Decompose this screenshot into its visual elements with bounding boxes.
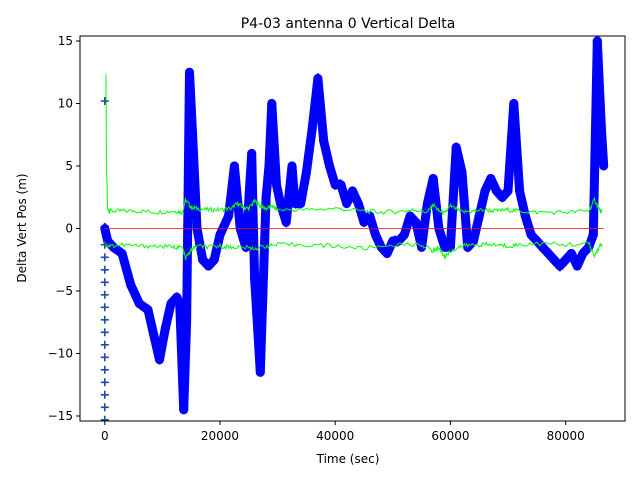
delta-trace-segment — [267, 99, 281, 190]
series-lower-sigma — [105, 241, 603, 260]
x-tick-label: 20000 — [201, 429, 239, 443]
y-tick-label: 15 — [58, 34, 73, 48]
x-axis-label: Time (sec) — [316, 452, 380, 466]
initial-sample-marker — [100, 415, 109, 421]
delta-trace-segment — [188, 136, 202, 233]
delta-trace-segment — [457, 167, 473, 252]
initial-sample-marker — [100, 315, 109, 324]
initial-sample-marker — [100, 240, 109, 249]
initial-sample-marker — [100, 265, 109, 274]
delta-trace-segment — [301, 124, 317, 177]
y-tick-label: 10 — [58, 97, 73, 111]
delta-trace-segment — [417, 199, 432, 252]
initial-sample-marker — [100, 290, 109, 299]
x-axis: 0 20000 40000 60000 80000 — [101, 421, 585, 443]
x-tick-label: 40000 — [316, 429, 354, 443]
delta-trace-segment — [192, 224, 208, 265]
y-tick-label: −5 — [55, 284, 73, 298]
initial-sample-marker — [100, 97, 109, 105]
series-initial-samples — [100, 97, 109, 421]
x-tick-label: 0 — [101, 429, 109, 443]
delta-trace-segment — [247, 149, 260, 283]
delta-trace-segment — [255, 192, 271, 377]
x-tick-label: 80000 — [547, 429, 585, 443]
initial-sample-marker — [100, 340, 109, 349]
series-upper-sigma — [105, 74, 603, 215]
initial-sample-marker — [100, 365, 109, 374]
chart-title: P4-03 antenna 0 Vertical Delta — [241, 16, 456, 32]
x-tick-label: 60000 — [431, 429, 469, 443]
delta-trace-segment — [445, 142, 461, 252]
y-axis: −15 −10 −5 0 5 10 15 — [48, 34, 80, 423]
initial-sample-marker — [100, 328, 109, 337]
delta-trace-segment — [509, 99, 525, 196]
initial-sample-marker — [100, 403, 109, 412]
initial-sample-marker — [100, 253, 109, 262]
delta-trace-segment — [261, 161, 274, 202]
delta-trace-segment — [117, 249, 136, 290]
delta-trace-segment — [313, 74, 329, 146]
initial-sample-marker — [100, 390, 109, 399]
delta-trace-segment — [428, 174, 444, 233]
plot-area — [100, 36, 609, 421]
delta-trace-segment — [287, 161, 300, 208]
y-tick-label: 5 — [65, 159, 73, 173]
delta-trace-segment — [592, 36, 606, 133]
delta-trace-segment — [229, 161, 245, 233]
y-tick-label: 0 — [65, 222, 73, 236]
y-tick-label: −15 — [48, 409, 73, 423]
y-tick-label: −10 — [48, 347, 73, 361]
initial-sample-marker — [100, 353, 109, 362]
delta-trace-segment — [185, 67, 198, 146]
initial-sample-marker — [100, 303, 109, 312]
delta-trace-segment — [179, 317, 192, 415]
y-axis-label: Delta Vert Pos (m) — [15, 173, 29, 282]
initial-sample-marker — [100, 278, 109, 287]
delta-trace-segment — [155, 324, 170, 365]
series-vertical-delta — [100, 36, 609, 415]
initial-sample-marker — [100, 378, 109, 387]
delta-trace-segment — [596, 124, 609, 171]
